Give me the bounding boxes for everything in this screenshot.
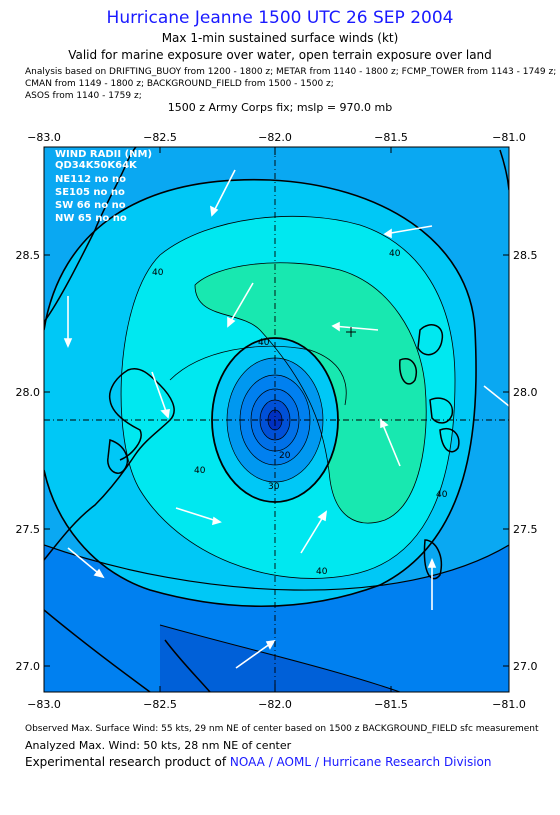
- wind-field: 40 40 40 40 40 40 30 20 WIND RADII (NM) …: [44, 147, 509, 692]
- wind-radii-box: WIND RADII (NM) QD34K50K64K NE112 no no …: [55, 149, 152, 224]
- analysis-sources-line1: Analysis based on DRIFTING_BUOY from 120…: [25, 67, 557, 77]
- credit-prefix: Experimental research product of: [25, 755, 230, 769]
- lat-label: 27.0: [513, 660, 538, 673]
- lat-label: 28.0: [16, 386, 41, 399]
- lon-label: −83.0: [27, 698, 61, 711]
- analysis-sources-line2: CMAN from 1149 - 1800 z; BACKGROUND_FIEL…: [25, 79, 334, 89]
- lon-label: −83.0: [27, 131, 61, 144]
- validity-note: Valid for marine exposure over water, op…: [68, 48, 492, 62]
- chart-subtitle: Max 1-min sustained surface winds (kt): [161, 31, 399, 45]
- contour-label: 40: [316, 567, 328, 577]
- contour-label-group: 40 40 40 40 40 40 30 20: [152, 249, 448, 577]
- contour-label: 30: [268, 482, 280, 492]
- contour-label: 40: [389, 249, 401, 259]
- chart-title: Hurricane Jeanne 1500 UTC 26 SEP 2004: [106, 8, 454, 28]
- fix-info: 1500 z Army Corps fix; mslp = 970.0 mb: [167, 101, 393, 114]
- wind-radii-header: WIND RADII (NM): [55, 149, 152, 160]
- lon-labels-bottom: −83.0 −82.5 −82.0 −81.5 −81.0: [27, 698, 526, 711]
- analyzed-max-wind: Analyzed Max. Wind: 50 kts, 28 nm NE of …: [25, 739, 292, 752]
- lon-label: −81.0: [492, 698, 526, 711]
- contour-label: 40: [436, 490, 448, 500]
- analysis-sources-line3: ASOS from 1140 - 1759 z;: [25, 91, 142, 101]
- lon-label: −81.0: [492, 131, 526, 144]
- lon-label: −82.5: [143, 698, 177, 711]
- contour-label: 40: [152, 268, 164, 278]
- lat-label: 27.0: [16, 660, 41, 673]
- lat-labels-left: 28.5 28.0 27.5 27.0: [16, 249, 41, 673]
- wind-radii-row-se: SE105 no no: [55, 187, 125, 198]
- lat-label: 27.5: [513, 523, 538, 536]
- wind-vectors: [63, 169, 509, 669]
- lon-label: −81.5: [374, 698, 408, 711]
- contour-label: 40: [258, 338, 270, 348]
- credit-org-link[interactable]: NOAA / AOML / Hurricane Research Divisio…: [229, 755, 492, 769]
- lon-label: −82.0: [258, 698, 292, 711]
- lat-label: 28.5: [16, 249, 41, 262]
- lon-label: −82.0: [258, 131, 292, 144]
- lat-labels-right: 28.5 28.0 27.5 27.0: [513, 249, 538, 673]
- wind-map: 40 40 40 40 40 40 30 20 WIND RADII (NM) …: [16, 131, 538, 711]
- lon-label: −81.5: [374, 131, 408, 144]
- observed-max-wind: Observed Max. Surface Wind: 55 kts, 29 n…: [25, 724, 539, 734]
- wind-radii-row-sw: SW 66 no no: [55, 200, 126, 211]
- lon-label: −82.5: [143, 131, 177, 144]
- plot-frame: [43, 146, 510, 693]
- credit-line: Experimental research product of NOAA / …: [25, 755, 491, 769]
- contour-label: 40: [194, 466, 206, 476]
- lat-label: 28.5: [513, 249, 538, 262]
- wind-radii-row-nw: NW 65 no no: [55, 213, 127, 224]
- max-wind-marker: [346, 327, 356, 337]
- band-lowest-south: [160, 625, 400, 692]
- wind-radii-columns: QD34K50K64K: [55, 160, 138, 171]
- lon-labels-top: −83.0 −82.5 −82.0 −81.5 −81.0: [27, 131, 526, 144]
- contour-label: 20: [279, 451, 291, 461]
- lat-label: 28.0: [513, 386, 538, 399]
- wind-radii-row-ne: NE112 no no: [55, 174, 126, 185]
- lat-label: 27.5: [16, 523, 41, 536]
- axis-ticks: [43, 147, 510, 692]
